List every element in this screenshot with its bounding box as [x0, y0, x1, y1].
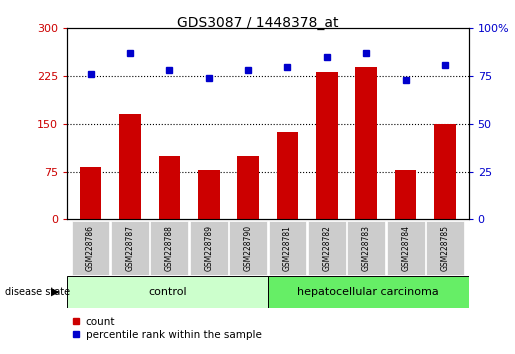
Bar	[277, 132, 298, 219]
Bar	[426, 221, 464, 275]
Text: GSM228787: GSM228787	[126, 225, 134, 271]
Bar	[269, 221, 306, 275]
Bar	[67, 276, 268, 308]
Bar	[190, 221, 228, 275]
Bar	[237, 156, 259, 219]
Bar	[150, 221, 188, 275]
Text: GSM228790: GSM228790	[244, 225, 253, 271]
Text: GSM228785: GSM228785	[440, 225, 450, 271]
Bar	[316, 72, 338, 219]
Bar	[434, 124, 456, 219]
Bar	[229, 221, 267, 275]
Text: disease state: disease state	[5, 287, 70, 297]
Text: GSM228781: GSM228781	[283, 225, 292, 271]
Text: GSM228782: GSM228782	[322, 225, 331, 271]
Bar	[111, 221, 149, 275]
Text: GSM228784: GSM228784	[401, 225, 410, 271]
Text: GSM228788: GSM228788	[165, 225, 174, 271]
Bar	[268, 276, 469, 308]
Bar	[387, 221, 424, 275]
Text: GSM228783: GSM228783	[362, 225, 371, 271]
Text: ▶: ▶	[50, 287, 59, 297]
Text: GSM228786: GSM228786	[86, 225, 95, 271]
Bar	[198, 170, 219, 219]
Bar	[159, 156, 180, 219]
Bar	[347, 221, 385, 275]
Text: GDS3087 / 1448378_at: GDS3087 / 1448378_at	[177, 16, 338, 30]
Bar	[72, 221, 110, 275]
Bar	[80, 167, 101, 219]
Bar	[355, 67, 377, 219]
Legend: count, percentile rank within the sample: count, percentile rank within the sample	[72, 317, 262, 340]
Text: GSM228789: GSM228789	[204, 225, 213, 271]
Text: control: control	[148, 287, 187, 297]
Text: hepatocellular carcinoma: hepatocellular carcinoma	[297, 287, 439, 297]
Bar	[119, 114, 141, 219]
Bar	[308, 221, 346, 275]
Bar	[395, 170, 417, 219]
